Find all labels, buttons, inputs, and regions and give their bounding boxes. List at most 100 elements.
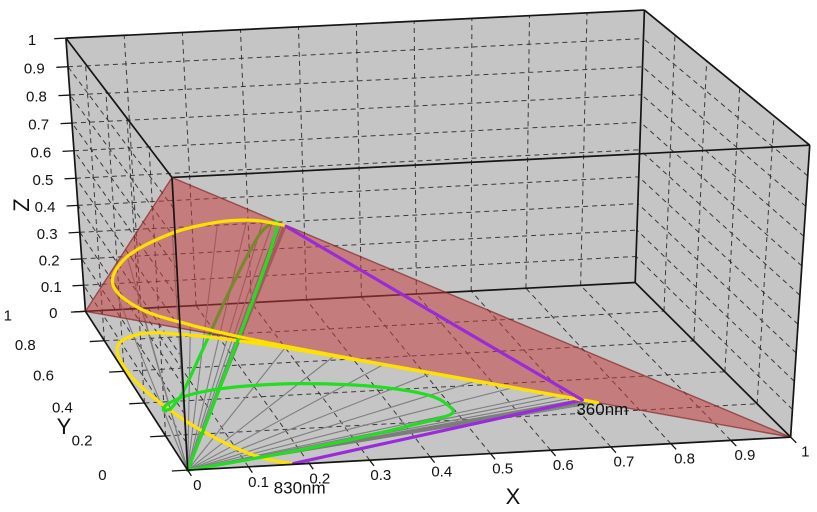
- z-tick-label: 0.7: [28, 117, 49, 134]
- grid-right-z: [639, 149, 801, 296]
- y-tick-label: 0: [98, 467, 106, 484]
- grid-left-z: [67, 66, 175, 209]
- x-tick-label: 0.7: [614, 454, 635, 471]
- grid-right-z: [637, 203, 797, 354]
- box-edge: [634, 281, 792, 438]
- x-tick: [489, 453, 496, 460]
- x-tick-label: 0.6: [553, 457, 574, 474]
- z-axis-title: Z: [9, 198, 34, 211]
- axis-titles-layer: X Y Z 360nm 830nm: [9, 198, 628, 509]
- y-tick: [150, 435, 166, 438]
- z-tick-label: 0.8: [26, 89, 47, 106]
- x-axis-title: X: [506, 484, 521, 509]
- y-tick-label: 1: [4, 307, 12, 324]
- x-tick: [247, 466, 253, 473]
- box-edge: [65, 37, 173, 178]
- x-tick: [610, 446, 617, 454]
- x-tick: [308, 463, 314, 470]
- z-tick-label: 0.6: [30, 144, 51, 161]
- x-tick: [730, 439, 737, 447]
- wavelength-label-360nm: 360nm: [576, 400, 628, 419]
- x-tick-label: 1: [801, 444, 809, 461]
- box-edge: [171, 144, 810, 179]
- z-tick: [58, 94, 71, 97]
- z-tick: [66, 204, 78, 207]
- box-edge: [643, 9, 811, 146]
- ray-550nm: [187, 345, 287, 471]
- grid-left-y: [105, 90, 125, 372]
- grid-right-z: [638, 176, 799, 325]
- ray-560nm: [187, 355, 336, 471]
- x-tick-label: 0: [193, 477, 201, 494]
- box-edge: [65, 38, 87, 312]
- z-tick-label: 0.9: [24, 60, 45, 77]
- y-tick: [171, 469, 188, 472]
- y-axis-title: Y: [57, 414, 72, 439]
- x-tick: [550, 449, 557, 457]
- z-tick: [70, 258, 82, 261]
- plot-layers: 0 0.1 0.2 0.3 0.4 0.5 0.6 0.7 0.8 0.9 1 0 0.2 0.4 0.6 0…: [4, 9, 811, 494]
- wall-right: [635, 10, 810, 438]
- x-tick-label: 0.5: [492, 460, 513, 477]
- y-tick-label: 0.6: [33, 368, 54, 385]
- x-tick: [670, 443, 677, 450]
- z-tick-label: 0: [49, 305, 57, 322]
- grid-right-y: [693, 60, 708, 341]
- x-tick-label: 0.8: [674, 450, 695, 467]
- z-tick: [68, 231, 80, 234]
- x-tick-label: 0.9: [735, 447, 756, 464]
- ray-520nm: [140, 309, 189, 471]
- box-edge: [65, 9, 645, 39]
- box-edge-front: [171, 177, 189, 471]
- ray-600nm: [187, 387, 514, 471]
- y-tick-label: 0.2: [72, 432, 93, 449]
- z-tick: [72, 284, 84, 287]
- line-of-purples-on-plane: [284, 224, 584, 402]
- ray-570nm: [187, 363, 385, 471]
- box-edge: [634, 10, 646, 283]
- z-tick-label: 0.3: [37, 226, 58, 243]
- grid-right-z: [636, 229, 795, 382]
- grid-back-z: [73, 121, 641, 152]
- grid-back-x: [525, 15, 530, 289]
- z-tick: [54, 37, 66, 40]
- grid-back-z: [67, 38, 644, 68]
- line-of-purples-floor: [292, 398, 584, 465]
- grid-back-x: [413, 21, 417, 294]
- z-tick: [56, 66, 69, 68]
- x-tick-label: 0.1: [248, 474, 269, 491]
- grid-back-x: [470, 18, 473, 292]
- axis-ticks-and-labels: 0 0.1 0.2 0.3 0.4 0.5 0.6 0.7 0.8 0.9 1 0 0.2 0.4 0.6 0…: [4, 32, 810, 494]
- grid-floor-y: [144, 371, 725, 404]
- z-tick-label: 0.2: [39, 253, 60, 270]
- z-tick-label: 1: [28, 32, 36, 49]
- y-tick: [89, 340, 105, 343]
- x-tick-label: 0.3: [370, 467, 391, 484]
- z-tick-label: 0.4: [35, 199, 56, 216]
- box-edge: [789, 145, 811, 438]
- x-tick: [187, 469, 192, 477]
- y-tick-label: 0.4: [52, 399, 73, 416]
- x-tick: [369, 459, 375, 467]
- grid-floor-x: [140, 308, 249, 468]
- z-tick: [60, 122, 73, 125]
- grid-right-z: [635, 256, 793, 410]
- x-tick-label: 0.4: [431, 464, 452, 481]
- box-edge-front: [187, 436, 791, 471]
- z-tick-label: 0.1: [41, 279, 62, 296]
- z-tick: [62, 150, 75, 153]
- z-tick: [64, 177, 76, 180]
- grid-right-y: [663, 35, 676, 312]
- y-tick: [109, 370, 125, 373]
- grid-back-x: [355, 24, 362, 297]
- z-tick: [74, 310, 86, 313]
- ray-530nm: [187, 324, 191, 471]
- box-edges-front: [84, 177, 791, 471]
- x-tick: [429, 456, 436, 463]
- z-tick-label: 0.5: [33, 172, 54, 189]
- grid-back-z: [69, 66, 643, 96]
- y-tick: [129, 402, 145, 405]
- wavelength-label-830nm: 830nm: [274, 478, 326, 497]
